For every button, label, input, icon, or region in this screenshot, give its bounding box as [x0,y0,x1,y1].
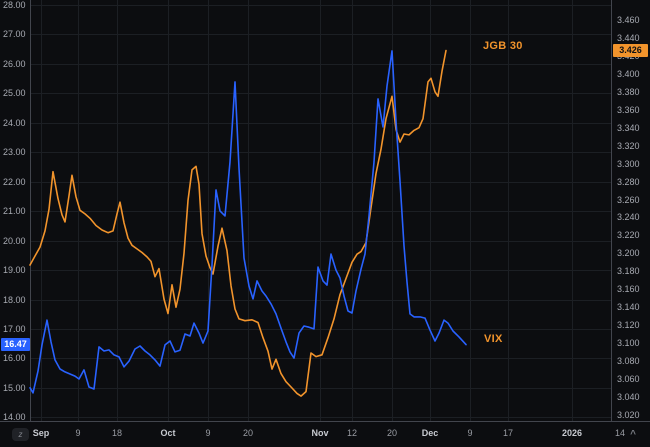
right-axis-tick: 3.280 [617,176,640,187]
left-axis-tick: 27.00 [3,29,26,40]
time-axis-tick: 20 [242,428,254,438]
timezone-badge-icon[interactable]: z [12,428,29,441]
time-axis-tick: Nov [311,428,329,438]
right-axis-tick: 3.160 [617,284,640,295]
right-axis-tick: 3.240 [617,212,640,223]
left-axis-tick: 18.00 [3,294,26,305]
time-axis-tick: 2026 [561,428,583,438]
vix-line [29,50,467,394]
right-axis-tick: 3.400 [617,68,640,79]
right-axis-tick: 3.100 [617,338,640,349]
right-axis-tick: 3.200 [617,248,640,259]
time-axis-tick: Sep [32,428,50,438]
jgb30-series-label: JGB 30 [483,40,523,52]
right-axis-tick: 3.060 [617,374,640,384]
left-axis-tick: 24.00 [3,117,26,128]
right-axis-tick: 3.460 [617,15,640,25]
right-axis-tick: 3.340 [617,122,640,133]
time-axis-tick: Dec [421,428,439,438]
right-axis-tick: 3.260 [617,194,640,205]
right-axis-tick: 3.140 [617,302,640,313]
time-axis-tick: 9 [467,428,473,438]
time-axis-tick: 12 [346,428,358,438]
left-axis-tick: 28.00 [3,0,26,10]
time-axis-tick: 9 [205,428,211,438]
jgb30-line [29,49,447,397]
right-axis-tick: 3.080 [617,356,640,367]
left-axis-tick: 20.00 [3,235,26,246]
left-axis-tick: 26.00 [3,58,26,69]
left-price-axis[interactable]: 28.00 27.00 26.00 25.00 24.00 23.00 22.00 21.00… [0,0,30,423]
time-axis-tick: 18 [111,428,123,438]
time-axis-tick: Oct [160,428,176,438]
right-axis-tick: 3.360 [617,104,640,115]
right-axis-tick: 3.440 [617,32,640,43]
left-axis-tick: 25.00 [3,88,26,99]
jgb30-price-tag: 3.426 [613,44,648,57]
left-axis-tick: 14.00 [3,412,26,423]
left-axis-tick: 15.00 [3,382,26,393]
right-axis-tick: 3.320 [617,140,640,151]
time-axis-tick: 17 [502,428,514,438]
vix-series-label: VIX [484,333,503,345]
right-price-axis[interactable]: 3.4603.4403.4203.4003.3803.3603.3403.320… [613,0,650,421]
right-axis-tick: 3.300 [617,158,640,169]
time-axis[interactable]: Sep 9 18 Oct 9 20 Nov 12 20 Dec 9 17 2026 14 [0,422,650,447]
right-axis-tick: 3.220 [617,230,640,241]
right-axis-tick: 3.180 [617,266,640,277]
time-axis-tick: 20 [386,428,398,438]
right-axis-tick: 3.380 [617,86,640,97]
time-axis-tick: 9 [75,428,81,438]
right-axis-tick: 3.020 [617,409,640,420]
scroll-caret-icon[interactable]: ^ [630,429,636,440]
left-axis-tick: 23.00 [3,147,26,158]
vix-price-tag: 16.47 [1,338,30,352]
left-axis-tick: 22.00 [3,176,26,187]
left-axis-tick: 17.00 [3,323,26,334]
left-axis-tick: 19.00 [3,265,26,276]
right-axis-tick: 3.120 [617,320,640,331]
left-axis-tick: 21.00 [3,206,26,217]
left-axis-tick: 16.00 [3,353,26,364]
right-axis-tick: 3.040 [617,391,640,402]
time-axis-tick: 14 [614,428,626,438]
